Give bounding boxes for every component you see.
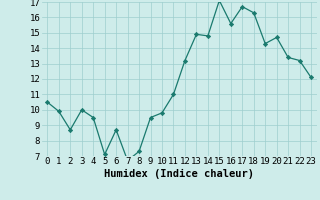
X-axis label: Humidex (Indice chaleur): Humidex (Indice chaleur) [104,169,254,179]
